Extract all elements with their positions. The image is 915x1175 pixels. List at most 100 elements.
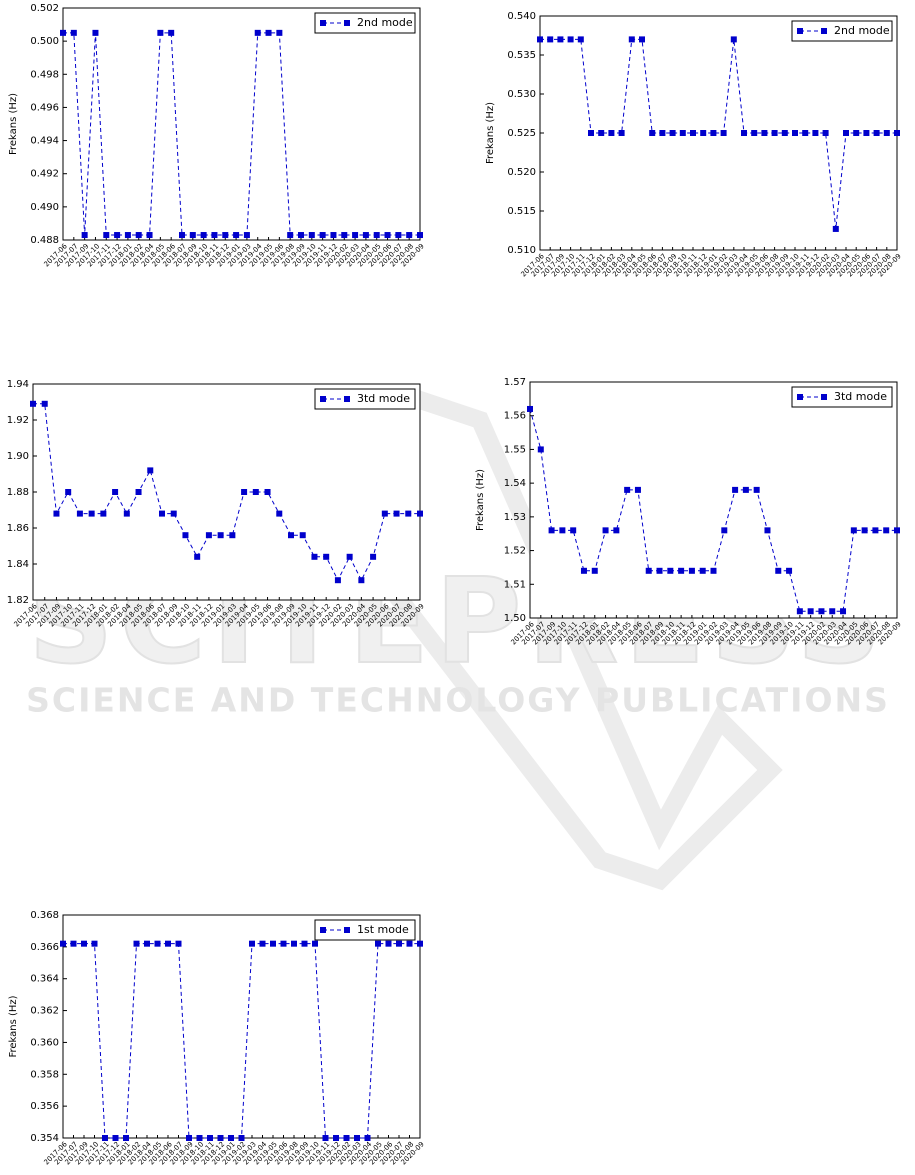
data-marker — [678, 567, 685, 574]
y-tick-label: 1.84 — [7, 559, 29, 570]
data-marker — [602, 527, 609, 534]
data-marker — [547, 36, 554, 43]
data-marker — [850, 527, 857, 534]
data-marker — [179, 232, 185, 239]
legend-label: 2nd mode — [357, 16, 413, 29]
data-marker — [186, 1135, 192, 1141]
data-marker — [123, 510, 130, 517]
data-marker — [229, 532, 236, 539]
data-marker — [822, 130, 829, 136]
data-marker — [346, 553, 353, 560]
legend-marker — [320, 396, 326, 402]
plot-area — [62, 914, 421, 1139]
data-marker — [690, 130, 696, 136]
data-marker — [133, 940, 140, 947]
data-marker — [861, 527, 868, 534]
y-tick-label: 0.515 — [507, 206, 536, 217]
data-marker — [299, 532, 306, 539]
data-marker — [375, 940, 381, 947]
data-marker — [628, 36, 635, 43]
data-marker — [710, 130, 717, 136]
data-marker — [323, 553, 330, 560]
data-marker — [217, 532, 224, 539]
y-tick-label: 0.520 — [507, 167, 536, 178]
legend-marker — [320, 927, 326, 933]
data-marker — [102, 1135, 108, 1141]
y-tick-label: 1.52 — [504, 546, 526, 557]
data-marker — [228, 1135, 234, 1141]
y-tick-label: 0.502 — [30, 3, 59, 14]
data-marker — [873, 130, 880, 136]
y-axis-label: Frekans (Hz) — [475, 469, 486, 531]
data-marker — [238, 1135, 245, 1141]
y-axis-label: Frekans (Hz) — [8, 93, 19, 155]
data-marker — [207, 1135, 213, 1141]
data-marker — [287, 232, 294, 239]
data-marker — [301, 940, 308, 947]
data-marker — [807, 608, 814, 615]
data-marker — [751, 130, 758, 136]
data-marker — [381, 510, 388, 517]
y-axis-label: Frekans (Hz) — [8, 995, 19, 1057]
data-marker — [112, 489, 119, 495]
data-marker — [832, 225, 839, 232]
data-marker — [567, 36, 574, 43]
data-marker — [417, 232, 423, 239]
data-marker — [580, 567, 587, 574]
y-tick-label: 1.90 — [7, 451, 29, 462]
data-marker — [753, 486, 760, 493]
y-tick-label: 1.57 — [504, 377, 526, 388]
y-tick-label: 0.492 — [30, 169, 59, 180]
data-marker — [189, 232, 196, 239]
data-marker — [264, 489, 271, 495]
data-marker — [288, 532, 294, 539]
watermark-shape — [286, 390, 783, 891]
data-marker — [233, 232, 240, 239]
data-marker — [649, 130, 656, 136]
data-marker — [41, 400, 48, 407]
y-tick-label: 0.510 — [507, 245, 536, 256]
data-marker — [222, 232, 229, 239]
chart: 0.354 0.356 0.358 0.360 0.362 0.364 0.366 0.368… — [8, 910, 426, 1167]
data-marker — [721, 527, 728, 534]
data-marker — [771, 130, 778, 136]
y-tick-label: 1.94 — [7, 379, 29, 390]
y-tick-label: 0.366 — [30, 942, 59, 953]
data-marker — [308, 232, 315, 239]
data-marker — [194, 553, 201, 560]
chart: 1.50 1.51 1.52 1.53 1.54 1.55 1.56 1.57 Frekans … — [475, 377, 903, 647]
data-marker — [720, 130, 727, 136]
legend-label: 1st mode — [357, 923, 409, 936]
data-marker — [362, 232, 369, 239]
data-marker — [334, 577, 341, 584]
data-marker — [730, 36, 737, 43]
data-marker — [259, 940, 266, 947]
data-marker — [639, 36, 645, 43]
data-marker — [65, 489, 72, 495]
data-marker — [883, 130, 890, 136]
y-tick-label: 0.498 — [30, 69, 59, 80]
data-marker — [352, 232, 359, 239]
data-marker — [829, 608, 836, 615]
data-marker — [781, 130, 788, 136]
data-marker — [81, 232, 88, 239]
data-marker — [883, 527, 890, 534]
data-marker — [894, 527, 900, 534]
data-marker — [863, 130, 870, 136]
data-marker — [182, 532, 189, 539]
y-tick-label: 0.535 — [507, 50, 536, 61]
legend-box — [791, 386, 893, 408]
data-marker — [103, 232, 110, 239]
data-marker — [280, 940, 287, 947]
data-marker — [613, 527, 620, 534]
data-marker — [618, 130, 625, 136]
data-marker — [205, 532, 212, 539]
data-marker — [557, 36, 564, 43]
y-tick-label: 1.88 — [7, 487, 29, 498]
data-marker — [341, 232, 348, 239]
data-marker — [679, 130, 686, 136]
y-tick-label: 0.364 — [30, 974, 59, 985]
data-marker — [291, 940, 297, 947]
data-marker — [358, 577, 365, 584]
